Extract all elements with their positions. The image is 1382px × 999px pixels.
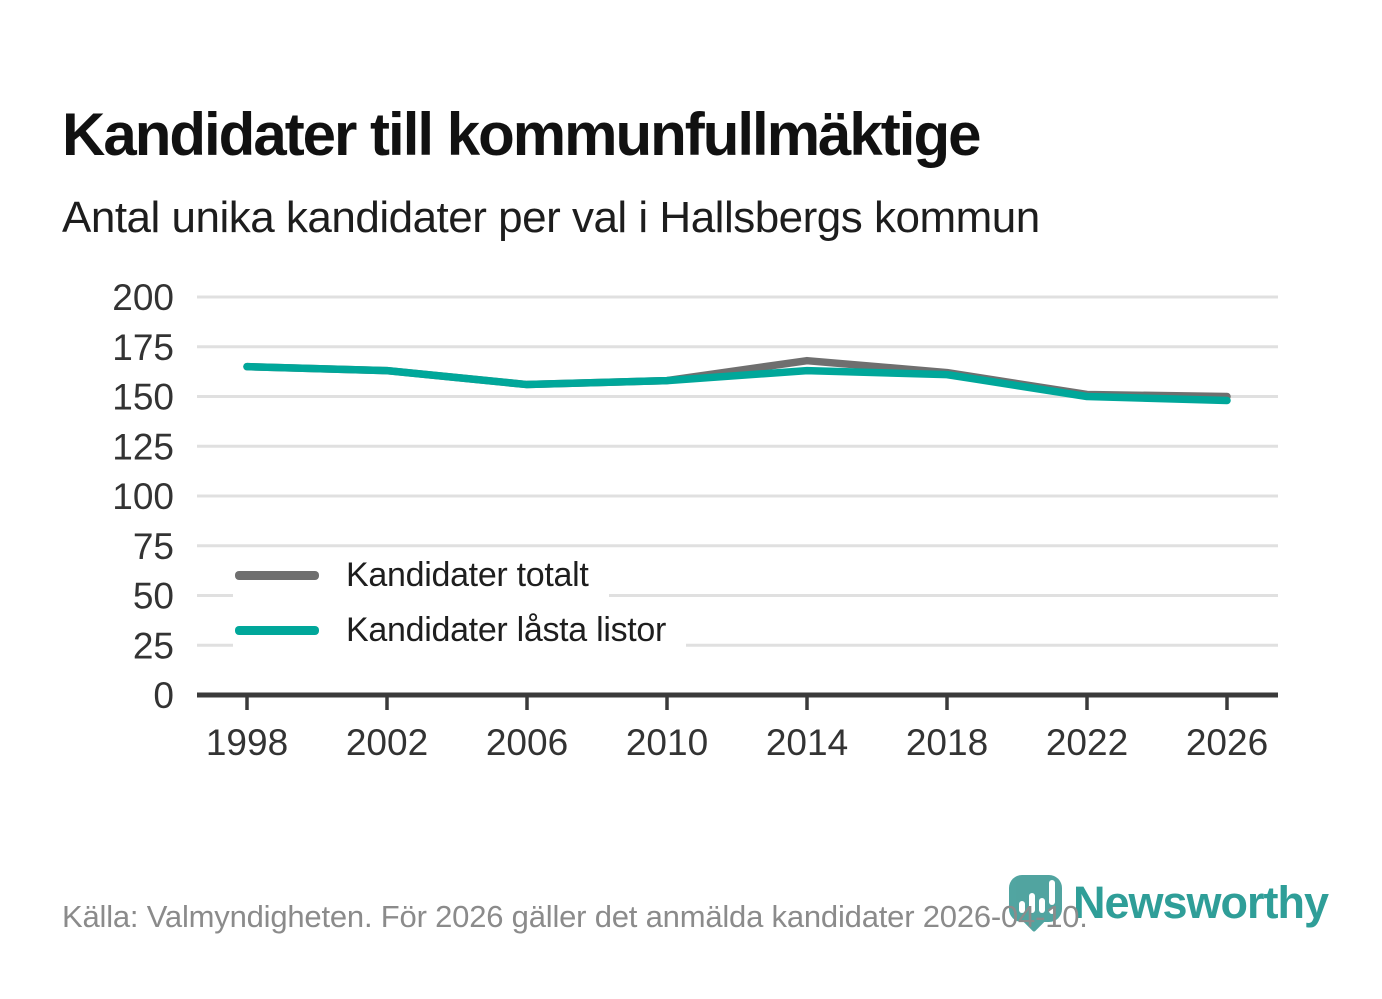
page-title: Kandidater till kommunfullmäktige <box>62 101 981 169</box>
legend-item-totalt: Kandidater totalt <box>233 550 609 601</box>
newsworthy-wordmark: Newsworthy <box>1073 877 1329 928</box>
legend: Kandidater totalt Kandidater låsta listo… <box>233 550 687 656</box>
legend-item-lasta-listor: Kandidater låsta listor <box>233 605 687 656</box>
legend-label-totalt: Kandidater totalt <box>346 556 589 594</box>
y-tick-label: 25 <box>133 625 174 666</box>
y-tick-label: 100 <box>112 476 174 517</box>
newsworthy-pin-barchart-icon <box>1009 875 1062 933</box>
legend-label-lasta-listor: Kandidater låsta listor <box>346 611 667 649</box>
exclamation-dot <box>1049 908 1055 914</box>
chart-subtitle: Antal unika kandidater per val i Hallsbe… <box>62 193 1040 242</box>
bar-chart-bar-2 <box>1029 893 1035 913</box>
x-tick-label: 2026 <box>1186 722 1268 763</box>
y-tick-label: 50 <box>133 576 174 617</box>
bar-chart-bar-1 <box>1019 901 1025 913</box>
y-tick-label: 75 <box>133 526 174 567</box>
x-tick-label: 2018 <box>906 722 988 763</box>
x-tick-label: 2002 <box>346 722 428 763</box>
series-line-lasta-listor <box>243 362 1231 405</box>
y-tick-label: 0 <box>153 675 174 716</box>
x-tick-label: 1998 <box>206 722 288 763</box>
y-tick-label: 150 <box>112 377 174 418</box>
x-tick-label: 2010 <box>626 722 708 763</box>
x-tick-label: 2006 <box>486 722 568 763</box>
legend-swatch-lasta-listor <box>235 626 319 635</box>
x-tick-label: 2014 <box>766 722 848 763</box>
x-tick-label: 2022 <box>1046 722 1128 763</box>
y-tick-label: 200 <box>112 277 174 318</box>
bar-chart-bar-3 <box>1039 898 1045 913</box>
y-tick-label: 175 <box>112 327 174 368</box>
source-note: Källa: Valmyndigheten. För 2026 gäller d… <box>62 899 1088 934</box>
y-tick-label: 125 <box>112 426 174 467</box>
exclamation-bar <box>1049 880 1055 905</box>
legend-swatch-totalt <box>235 571 319 580</box>
